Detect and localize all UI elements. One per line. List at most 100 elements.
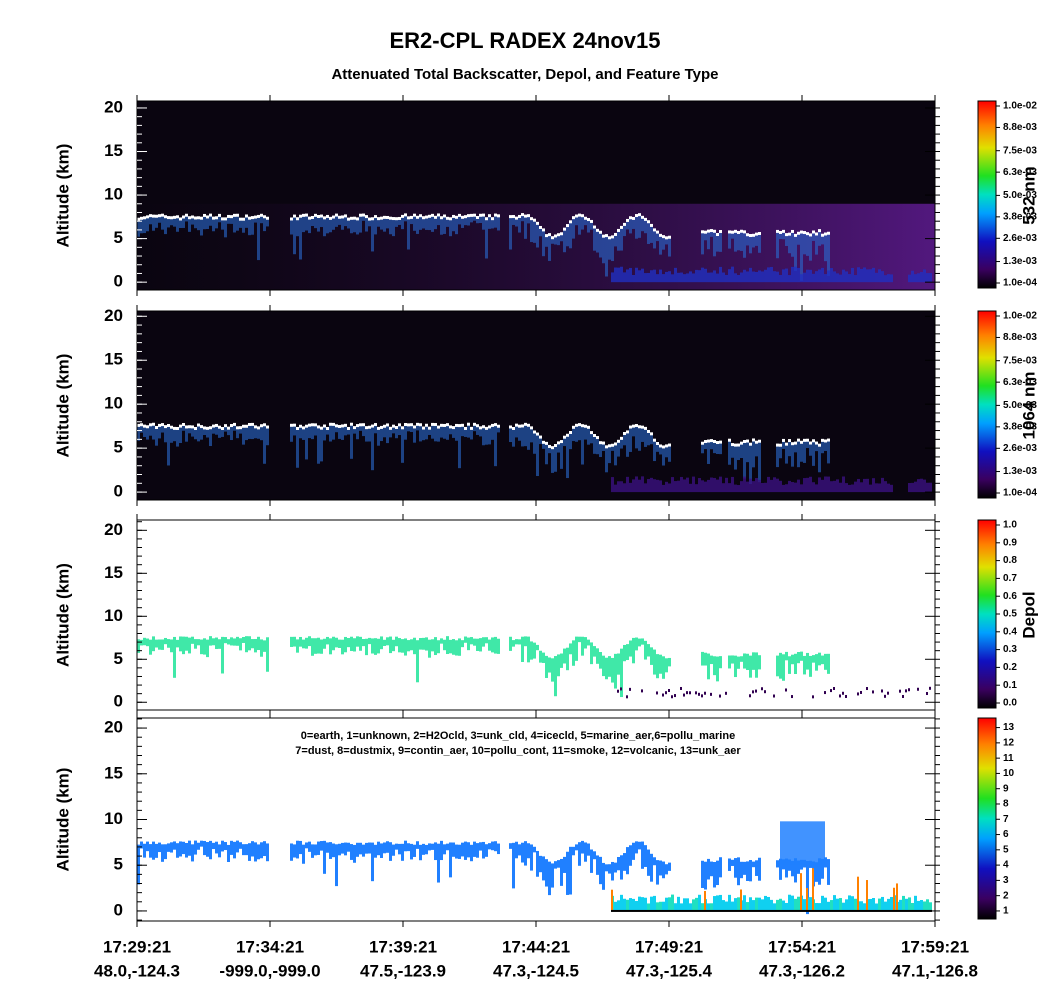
curtain-cell: [155, 639, 158, 648]
curtain-cell: [158, 639, 161, 650]
curtain-cell: [146, 215, 149, 219]
curtain-cell: [539, 650, 542, 663]
curtain-cell: [509, 215, 512, 219]
curtain-cell: [416, 640, 419, 683]
curtain-cell: [203, 840, 206, 856]
curtain-cell: [818, 269, 821, 283]
curtain-cell: [620, 227, 623, 251]
curtain-cell: [791, 654, 794, 665]
curtain-cell: [644, 909, 647, 912]
curtain-cell: [845, 694, 847, 698]
curtain-cell: [587, 218, 590, 222]
curtain-cell: [698, 270, 701, 283]
curtain-cell: [251, 217, 254, 235]
curtain-cell: [491, 217, 494, 221]
curtain-cell: [176, 217, 179, 232]
curtain-cell: [731, 901, 734, 911]
curtain-cell: [728, 858, 731, 871]
curtain-cell: [524, 424, 527, 447]
curtain-cell: [350, 216, 353, 220]
curtain-cell: [305, 426, 308, 460]
curtain-cell: [656, 443, 659, 452]
curtain-cell: [683, 693, 685, 697]
curtain-cell: [194, 840, 197, 855]
curtain-cell: [365, 426, 368, 430]
curtain-cell: [611, 443, 614, 447]
curtain-cell: [158, 214, 161, 218]
curtain-cell: [371, 842, 374, 882]
curtain-cell: [611, 861, 614, 881]
curtain-cell: [572, 216, 575, 220]
curtain-cell: [431, 424, 434, 439]
curtain-cell: [347, 428, 350, 435]
curtain-cell: [731, 266, 734, 283]
curtain-cell: [614, 653, 617, 689]
curtain-cell: [302, 215, 305, 233]
curtain-cell: [194, 218, 197, 229]
curtain-cell: [554, 234, 557, 238]
curtain-cell: [731, 655, 734, 664]
curtain-cell: [377, 217, 380, 221]
curtain-cell: [602, 655, 605, 677]
curtain-cell: [446, 636, 449, 655]
curtain-cell: [590, 432, 593, 444]
curtain-cell: [812, 230, 815, 234]
curtain-cell: [350, 218, 353, 234]
curtain-cell: [917, 900, 920, 911]
curtain-cell: [341, 842, 344, 854]
curtain-cell: [818, 445, 821, 473]
curtain-cell: [392, 218, 395, 237]
curtain-cell: [239, 842, 242, 849]
curtain-cell: [929, 482, 932, 493]
curtain-cell: [206, 639, 209, 658]
curtain-cell: [554, 444, 557, 448]
curtain-cell: [329, 422, 332, 426]
curtain-cell: [416, 424, 419, 431]
curtain-cell: [212, 638, 215, 646]
curtain-cell: [701, 480, 704, 493]
curtain-cell: [824, 897, 827, 911]
curtain-cell: [395, 843, 398, 850]
curtain-cell: [794, 909, 797, 912]
curtain-cell: [731, 476, 734, 493]
curtain-cell: [392, 844, 395, 856]
curtain-cell: [254, 215, 257, 219]
curtain-cell: [368, 637, 371, 645]
curtain-cell: [788, 909, 791, 912]
curtain-cell: [626, 476, 629, 493]
curtain-cell: [620, 687, 622, 691]
curtain-cell: [482, 425, 485, 429]
curtain-cell: [314, 423, 317, 427]
curtain-cell: [674, 481, 677, 493]
curtain-cell: [266, 218, 269, 227]
curtain-cell: [755, 442, 758, 457]
curtain-cell: [920, 909, 923, 912]
curtain-cell: [833, 687, 835, 691]
curtain-cell: [368, 217, 371, 221]
curtain-cell: [221, 428, 224, 437]
curtain-cell: [575, 636, 578, 661]
curtain-cell: [707, 909, 710, 912]
curtain-cell: [338, 424, 341, 428]
curtain-cell: [416, 217, 419, 234]
y-tick-label: 20: [104, 97, 123, 116]
curtain-cell: [140, 639, 143, 646]
curtain-cell: [176, 428, 179, 447]
curtain-cell: [395, 427, 398, 439]
curtain-cell: [803, 478, 806, 493]
curtain-cell: [371, 638, 374, 654]
curtain-cell: [494, 841, 497, 852]
curtain-cell: [566, 851, 569, 895]
curtain-cell: [260, 424, 263, 428]
curtain-cell: [248, 843, 251, 861]
curtain-cell: [389, 842, 392, 861]
curtain-cell: [803, 899, 806, 911]
curtain-cell: [728, 269, 731, 283]
curtain-cell: [665, 444, 668, 448]
curtain-cell: [614, 901, 617, 911]
curtain-cell: [158, 842, 161, 853]
curtain-cell: [596, 436, 599, 440]
curtain-cell: [257, 426, 260, 430]
curtain-cell: [668, 271, 671, 283]
curtain-cell: [509, 636, 512, 651]
